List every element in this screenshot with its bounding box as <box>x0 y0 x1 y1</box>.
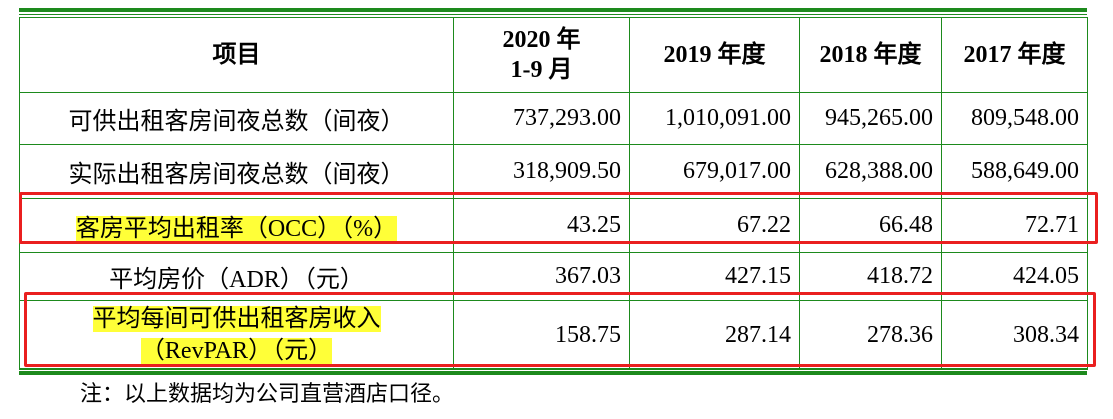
table-header-row: 项目 2020 年 1-9 月 2019 年度 2018 年度 2017 年度 <box>19 17 1088 93</box>
header-2020-line2: 1-9 月 <box>510 57 573 83</box>
row-label-revpar: 平均每间可供出租客房收入 （RevPAR）（元） <box>19 300 454 370</box>
row-label-available-room-nights: 可供出租客房间夜总数（间夜） <box>19 92 454 145</box>
header-2020-line1: 2020 年 <box>502 27 581 53</box>
table-row: 可供出租客房间夜总数（间夜） 737,293.00 1,010,091.00 9… <box>19 92 1088 145</box>
header-2019: 2019 年度 <box>629 17 800 93</box>
header-2017: 2017 年度 <box>941 17 1088 93</box>
header-2020: 2020 年 1-9 月 <box>453 17 630 93</box>
annotation-box-revpar <box>24 292 1096 367</box>
table-cell: 588,649.00 <box>941 144 1088 199</box>
table-cell: 1,010,091.00 <box>629 92 800 145</box>
header-item: 项目 <box>19 17 454 93</box>
table-footnote: 注：以上数据均为公司直营酒店口径。 <box>80 381 455 406</box>
table-cell: 945,265.00 <box>799 92 942 145</box>
table-top-rule <box>19 8 1087 12</box>
table-cell: 278.36 <box>799 300 942 370</box>
header-2018: 2018 年度 <box>799 17 942 93</box>
highlighted-label-occ: 客房平均出租率（OCC）（%） <box>75 216 398 242</box>
table-bottom-rule <box>19 371 1087 375</box>
table-row: 平均每间可供出租客房收入 （RevPAR）（元） 158.75 287.14 2… <box>19 300 1088 370</box>
table-cell: 679,017.00 <box>629 144 800 199</box>
table-bottom-rule-thin <box>19 368 1087 369</box>
row-label-occupied-room-nights: 实际出租客房间夜总数（间夜） <box>19 144 454 199</box>
table-top-rule-thin <box>19 14 1087 15</box>
annotation-box-occ <box>19 192 1098 244</box>
table-row: 实际出租客房间夜总数（间夜） 318,909.50 679,017.00 628… <box>19 144 1088 199</box>
table-cell: 809,548.00 <box>941 92 1088 145</box>
table-cell: 318,909.50 <box>453 144 630 199</box>
highlighted-label-revpar-line1: 平均每间可供出租客房收入 <box>92 306 381 332</box>
highlighted-label-revpar-line2: （RevPAR）（元） <box>140 338 333 364</box>
table-cell: 628,388.00 <box>799 144 942 199</box>
table-cell: 737,293.00 <box>453 92 630 145</box>
table-cell: 308.34 <box>941 300 1088 370</box>
table-cell: 158.75 <box>453 300 630 370</box>
